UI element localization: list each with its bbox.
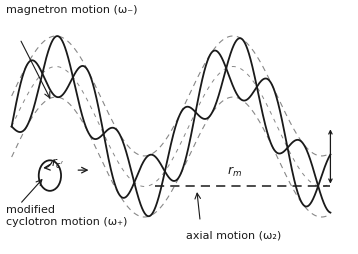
Text: $r_m$: $r_m$ <box>227 164 242 178</box>
Text: $r_{c'}$: $r_{c'}$ <box>52 156 65 170</box>
Text: modified
cyclotron motion (ω₊): modified cyclotron motion (ω₊) <box>6 204 127 226</box>
Text: axial motion (ω₂): axial motion (ω₂) <box>186 229 281 240</box>
Text: magnetron motion (ω₋): magnetron motion (ω₋) <box>6 5 137 14</box>
